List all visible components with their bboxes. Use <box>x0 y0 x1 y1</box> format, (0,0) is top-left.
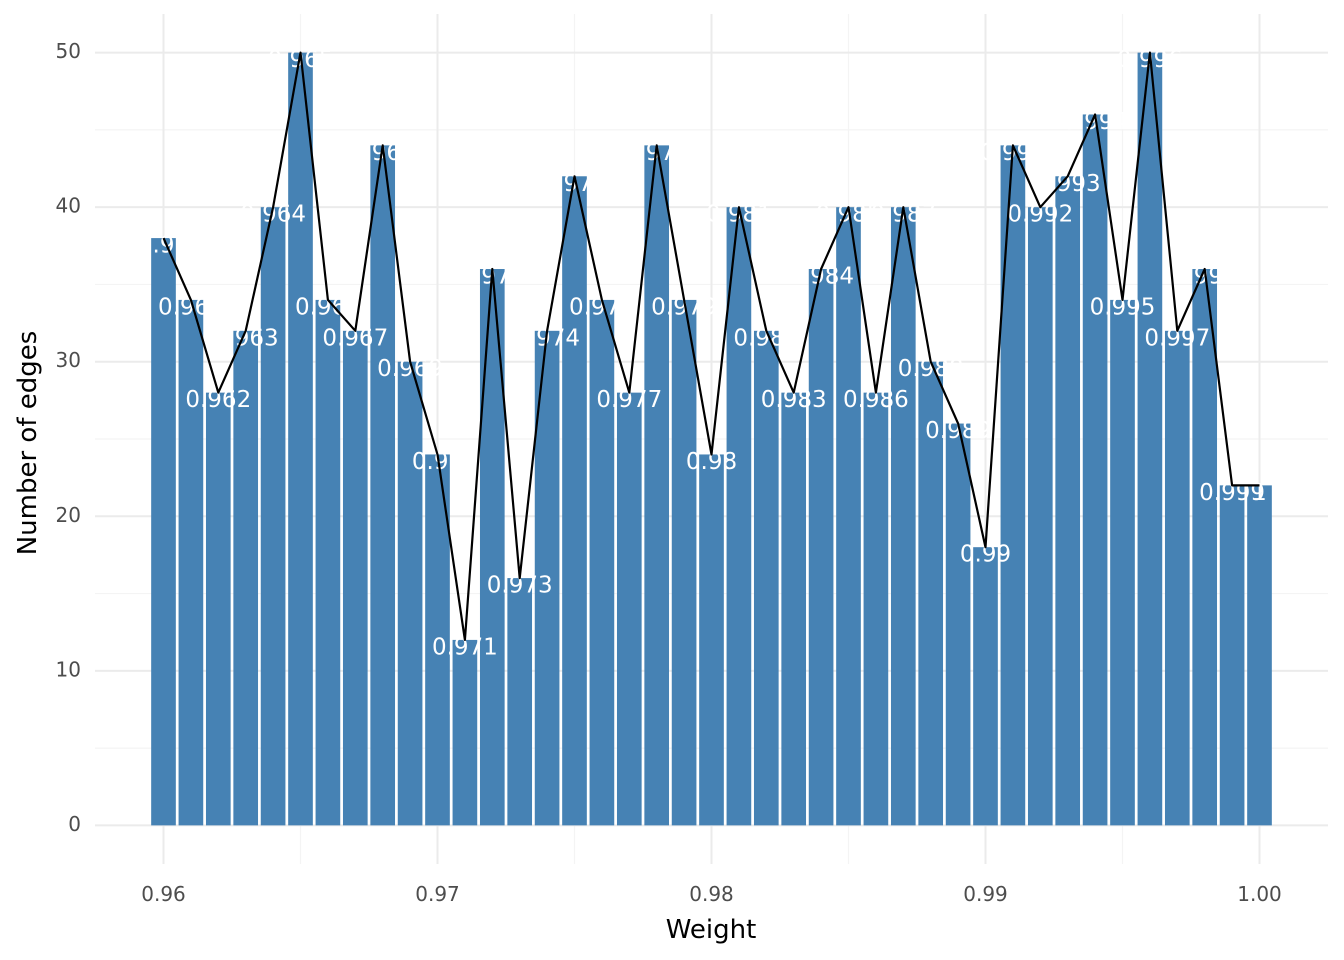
bar <box>205 392 231 826</box>
bar <box>452 639 478 826</box>
y-tick-label: 40 <box>56 194 81 218</box>
x-tick-label: 0.98 <box>689 882 734 906</box>
bar <box>918 361 944 826</box>
bar <box>233 330 259 826</box>
y-tick-label: 50 <box>56 39 81 63</box>
x-axis-ticks: 0.96 0.97 0.98 0.99 1.00 <box>141 882 1282 906</box>
bar <box>699 454 724 826</box>
bar <box>1027 207 1053 826</box>
data-labels: 0.960.9610.9620.9630.9640.9650.9660.9670… <box>138 47 1267 660</box>
bar <box>945 423 971 826</box>
bar <box>1164 330 1190 826</box>
y-axis-ticks: 0 10 20 30 40 50 <box>56 39 81 836</box>
x-tick-label: 1.00 <box>1237 882 1282 906</box>
bar <box>753 330 779 826</box>
x-tick-label: 0.96 <box>141 882 186 906</box>
bar <box>1082 114 1108 826</box>
bar <box>836 207 861 826</box>
bar <box>288 52 313 826</box>
x-axis-title: Weight <box>666 915 757 945</box>
bar <box>781 392 807 826</box>
bar <box>479 269 505 826</box>
y-tick-label: 0 <box>68 812 81 836</box>
bar <box>507 578 533 826</box>
data-label: 0.975 <box>542 171 608 197</box>
bar <box>1247 485 1272 826</box>
bar <box>315 299 341 826</box>
bar <box>1137 52 1163 826</box>
bar <box>342 330 368 826</box>
bar <box>397 361 423 826</box>
bar <box>589 299 615 826</box>
x-tick-label: 0.99 <box>963 882 1008 906</box>
bar <box>1219 485 1245 826</box>
bar <box>1192 269 1218 826</box>
bar <box>644 145 670 826</box>
bar <box>1055 176 1081 826</box>
bar <box>726 207 752 826</box>
x-tick-label: 0.97 <box>415 882 460 906</box>
bar <box>616 392 642 826</box>
y-axis-title: Number of edges <box>13 331 43 556</box>
y-tick-label: 10 <box>56 657 81 681</box>
bar <box>562 176 587 826</box>
bar <box>260 207 286 826</box>
bar <box>808 269 834 826</box>
trend-line <box>162 51 1260 642</box>
bar <box>151 238 176 826</box>
bar <box>1000 145 1026 826</box>
bar <box>863 392 889 826</box>
bar <box>370 145 396 826</box>
data-label: 0.96 <box>138 233 189 259</box>
bar <box>973 547 998 826</box>
bars <box>151 52 1272 826</box>
trend-line-group <box>162 51 1260 642</box>
bar <box>890 207 916 826</box>
bar <box>1110 299 1135 826</box>
bar <box>178 299 204 826</box>
y-tick-label: 30 <box>56 348 81 372</box>
data-label: 1 <box>1252 480 1267 506</box>
bar <box>671 299 697 826</box>
y-tick-label: 20 <box>56 503 81 527</box>
